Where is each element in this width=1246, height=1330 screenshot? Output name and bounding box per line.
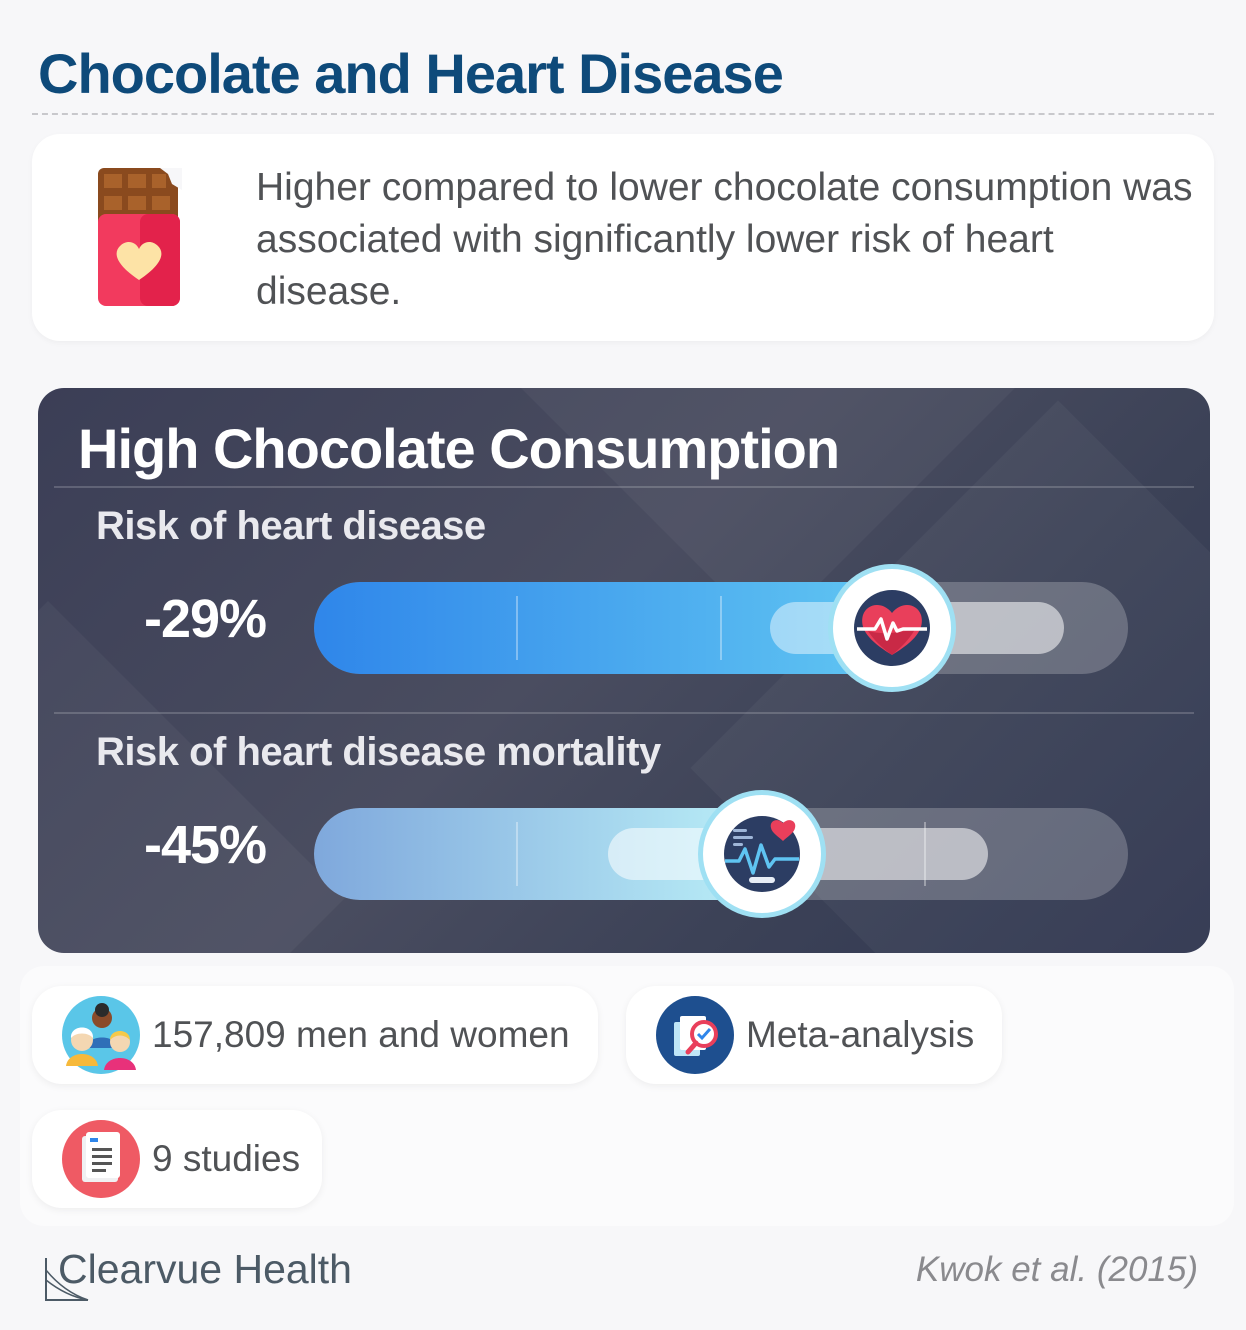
brand-mark-icon (45, 1258, 89, 1301)
mortality-badge (703, 795, 821, 913)
heart-pulse-icon (854, 590, 930, 666)
results-panel: High Chocolate Consumption Risk of heart… (38, 388, 1210, 953)
participants-text: 157,809 men and women (152, 1014, 570, 1055)
meta-analysis-icon (656, 996, 734, 1074)
document-icon (62, 1120, 140, 1198)
summary-card (32, 134, 1214, 341)
people-group-icon (62, 996, 140, 1074)
studies-chip: 9 studies (32, 1110, 322, 1208)
risk-bar (314, 582, 1128, 674)
panel-decoration (38, 601, 345, 953)
brand-name: Clearvue Health (58, 1246, 352, 1292)
title-divider (32, 113, 1214, 115)
participants-chip: 157,809 men and women (32, 986, 598, 1084)
heart-monitor-icon (724, 816, 800, 892)
bar-fill (314, 582, 874, 674)
metric-value: -29% (144, 589, 267, 649)
metric-value: -45% (144, 815, 267, 875)
citation: Kwok et al. (2015) (915, 1250, 1198, 1289)
panel-divider (54, 712, 1194, 714)
design-text: Meta-analysis (746, 1014, 975, 1055)
studies-text: 9 studies (152, 1138, 301, 1179)
bar-tick (924, 822, 926, 886)
metric-label: Risk of heart disease mortality (96, 730, 661, 774)
bar-tick (720, 596, 722, 660)
bar-tick (516, 822, 518, 886)
metric-label: Risk of heart disease (96, 504, 486, 548)
risk-badge (833, 569, 951, 687)
chocolate-bar-heart-icon (98, 168, 182, 306)
bar-tick (516, 596, 518, 660)
page-title: Chocolate and Heart Disease (38, 42, 784, 105)
design-chip: Meta-analysis (626, 986, 1002, 1084)
panel-title: High Chocolate Consumption (78, 417, 840, 480)
panel-divider (54, 486, 1194, 488)
summary-text: Higher compared to lower chocolate consu… (256, 166, 1193, 313)
